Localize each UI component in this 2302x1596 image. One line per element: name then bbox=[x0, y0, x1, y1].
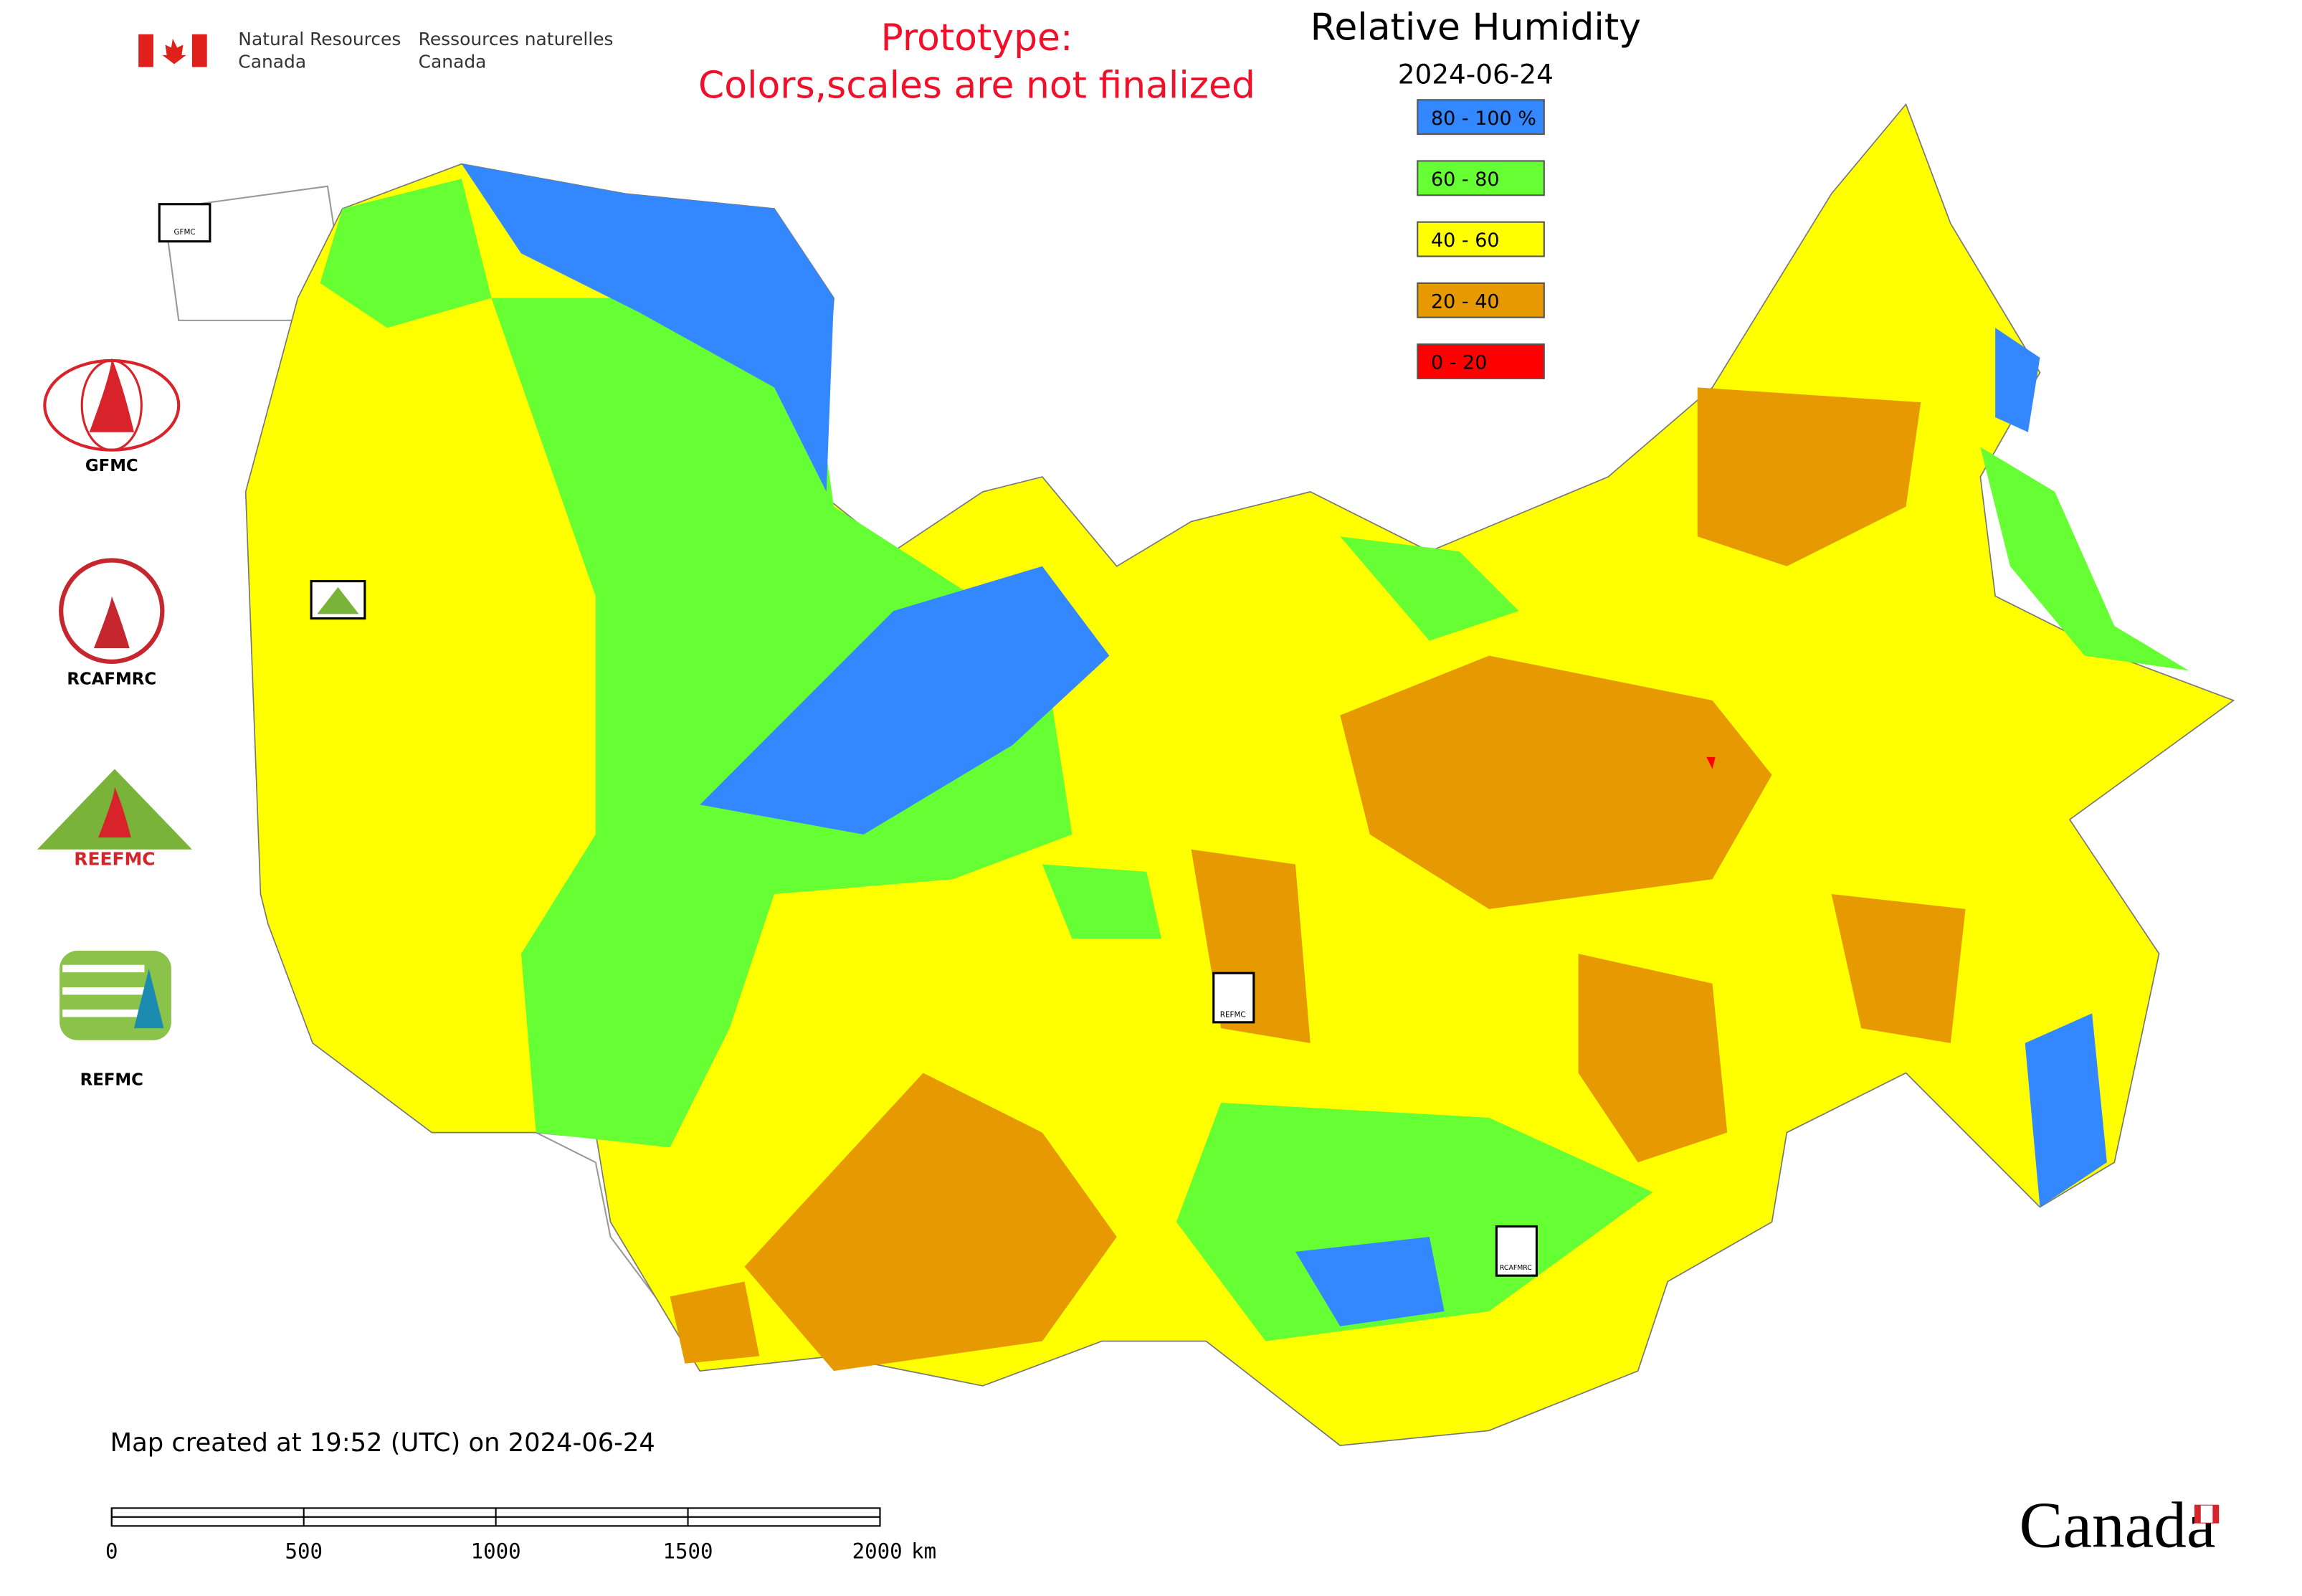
legend-swatch bbox=[1417, 282, 1545, 318]
marker bbox=[1495, 1225, 1538, 1277]
humidity-region bbox=[744, 1073, 1117, 1372]
flag-leaf bbox=[162, 39, 186, 65]
humidity-region bbox=[1340, 536, 1519, 641]
scale-label: 1500 bbox=[663, 1539, 713, 1564]
legend-label: 20 - 40 bbox=[1431, 290, 1500, 313]
logo-refmc bbox=[62, 964, 145, 1017]
marker bbox=[1212, 972, 1255, 1024]
flag-bar bbox=[138, 34, 153, 67]
marker-label: GFMC bbox=[173, 228, 195, 237]
notice: Colors,scales are not finalized bbox=[698, 65, 1255, 108]
humidity-region bbox=[461, 163, 834, 492]
legend-label: 0 - 20 bbox=[1431, 352, 1487, 374]
map-date: 2024-06-24 bbox=[1398, 58, 1554, 90]
agency-fr: Ressources naturelles bbox=[419, 29, 614, 49]
legend: 80 - 100 % 60 - 80 40 - 60 20 - 40 0 - 20 bbox=[1417, 99, 1545, 379]
legend-swatch bbox=[1417, 221, 1545, 257]
marker-label: REFMC bbox=[1220, 1010, 1246, 1019]
scale-label: 500 bbox=[285, 1539, 323, 1564]
humidity-region bbox=[1706, 756, 1716, 769]
humidity-region bbox=[1831, 894, 1966, 1043]
humidity-region bbox=[1176, 1103, 1653, 1341]
humidity-region bbox=[320, 179, 492, 328]
logo-gfmc bbox=[89, 357, 134, 432]
logo-rcafmrc bbox=[93, 596, 130, 649]
humidity-region bbox=[1697, 387, 1921, 566]
agency-signature: Natural Resources Canada Ressources natu… bbox=[138, 29, 614, 72]
marker-label: RCAFMRC bbox=[1500, 1264, 1532, 1272]
scale-label: 0 bbox=[105, 1539, 118, 1564]
notice: Prototype: bbox=[881, 16, 1073, 60]
legend-swatch bbox=[1417, 99, 1545, 136]
center-logos: GFMC RCAFMRC REEFMC REFMC bbox=[37, 357, 192, 1089]
humidity-region bbox=[1042, 864, 1162, 939]
agency-en: Canada bbox=[238, 51, 306, 72]
marker-icon bbox=[317, 586, 359, 614]
humidity-region bbox=[670, 1281, 760, 1364]
center-logo-text: REEFMC bbox=[74, 848, 155, 869]
scale-label: 2000 bbox=[852, 1539, 903, 1564]
humidity-region bbox=[1295, 1237, 1445, 1326]
scale-label: 1000 bbox=[471, 1539, 521, 1564]
humidity-region bbox=[1980, 447, 2189, 671]
map-markers: GFMC REFMC RCAFMRC bbox=[158, 203, 1538, 1277]
agency-en: Natural Resources bbox=[238, 29, 401, 49]
wordmark-flag bbox=[2194, 1505, 2201, 1524]
agency-fr: Canada bbox=[419, 51, 487, 72]
logo-refmc bbox=[133, 968, 164, 1029]
legend-swatch bbox=[1417, 160, 1545, 196]
humidity-region bbox=[700, 566, 1110, 835]
map-title: Relative Humidity bbox=[1311, 6, 1641, 49]
legend-label: 60 - 80 bbox=[1431, 168, 1500, 191]
scale-unit: km bbox=[911, 1539, 936, 1564]
legend-swatch bbox=[1417, 343, 1545, 379]
legend-label: 40 - 60 bbox=[1431, 229, 1500, 252]
humidity-region bbox=[1578, 954, 1728, 1163]
canada-wordmark: Canada bbox=[2020, 1489, 2216, 1562]
legend-label: 80 - 100 % bbox=[1431, 108, 1536, 130]
humidity-region bbox=[2025, 1013, 2107, 1207]
humidity-region bbox=[1340, 655, 1772, 909]
marker bbox=[158, 203, 211, 243]
flag-bar bbox=[191, 34, 207, 67]
logo-reefmc bbox=[98, 787, 131, 838]
created-note: Map created at 19:52 (UTC) on 2024-06-24 bbox=[110, 1428, 655, 1458]
scale-bar: 0 500 1000 1500 2000 km bbox=[105, 1507, 936, 1564]
center-label: RCAFMRC bbox=[67, 670, 156, 688]
center-label: REFMC bbox=[80, 1070, 143, 1089]
humidity-region bbox=[1995, 328, 2040, 432]
center-label: GFMC bbox=[85, 457, 138, 475]
map bbox=[163, 103, 2235, 1446]
wordmark-flag bbox=[2212, 1505, 2219, 1524]
